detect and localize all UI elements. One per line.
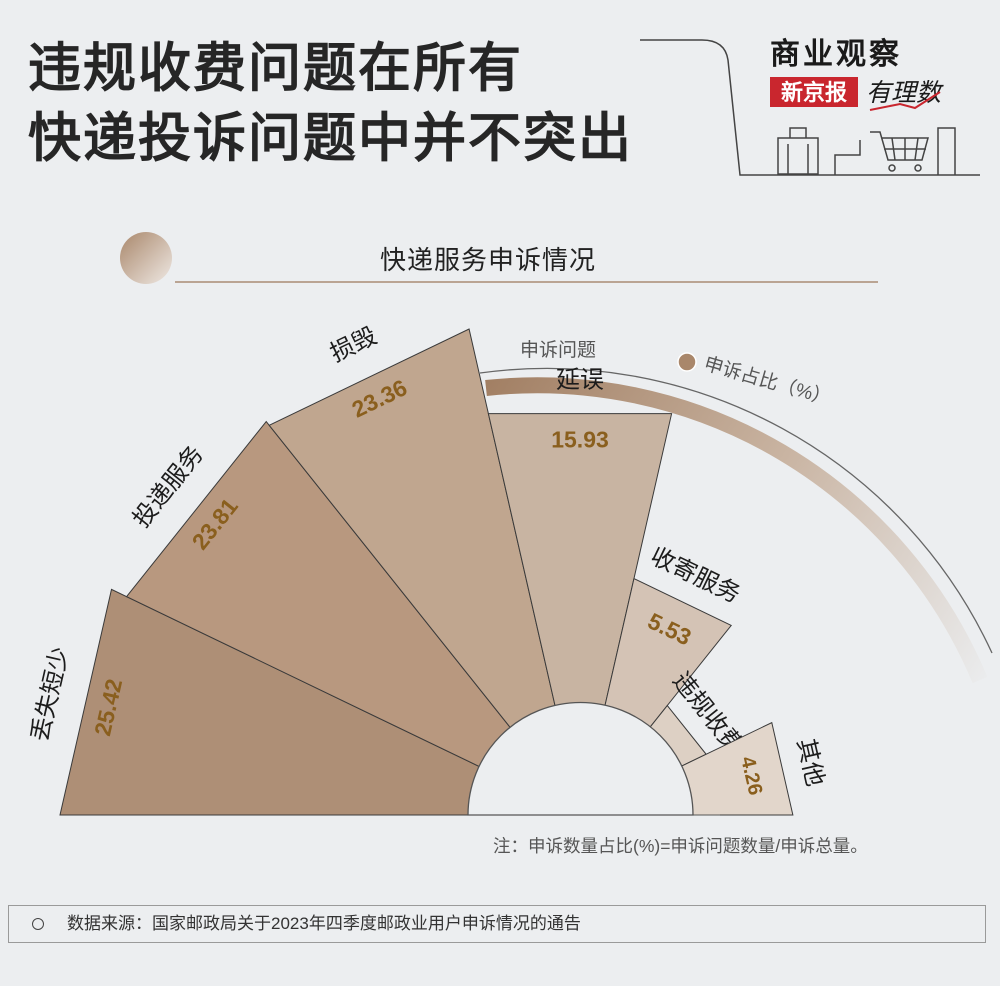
source-bullet-icon — [32, 918, 44, 930]
category-arc-line — [479, 367, 993, 654]
headline: 违规收费问题在所有 快递投诉问题中并不突出 — [28, 34, 633, 174]
chart-note: 注：申诉数量占比(%)=申诉问题数量/申诉总量。 — [493, 836, 868, 856]
category-label-3: 损毁 — [326, 322, 381, 367]
brand-script: 有理数 — [866, 78, 944, 107]
headline-line-1: 违规收费问题在所有 — [28, 38, 523, 99]
trend-arrow-icon — [869, 91, 941, 111]
value-label-4: 15.93 — [551, 426, 609, 452]
headline-line-2: 快递投诉问题中并不突出 — [28, 108, 633, 169]
category-label-1: 丢失短少 — [27, 644, 75, 744]
header-frame-line — [640, 39, 980, 176]
right-frame-line — [937, 127, 956, 175]
polar-bar-chart: 申诉问题 申诉占比（%） 25.42丢失短少23.81投递服务23.36损毁15… — [27, 322, 993, 816]
value-axis-label: 申诉占比（%） — [702, 353, 834, 410]
steps-line — [834, 140, 861, 175]
source-box: 数据来源：国家邮政局关于2023年四季度邮政业用户申诉情况的通告 — [8, 905, 986, 943]
subtitle-dot — [120, 232, 172, 284]
category-label-7: 其他 — [792, 736, 829, 789]
brand-badge-bg — [770, 77, 858, 107]
category-axis-label: 申诉问题 — [520, 339, 596, 361]
cart-icon — [870, 131, 929, 172]
brand-badge: 新京报 — [781, 80, 847, 106]
brand-title: 商业观察 — [770, 37, 902, 72]
subtitle-decoration — [120, 232, 878, 284]
inner-hole — [467, 701, 694, 816]
chart-title: 快递服务申诉情况 — [380, 246, 597, 276]
category-label-4: 延误 — [556, 367, 604, 394]
value-axis-marker — [677, 352, 697, 372]
value-arc-gradient — [485, 377, 988, 684]
brand-logo: 商业观察 新京报 有理数 — [640, 37, 980, 176]
source-text: 数据来源：国家邮政局关于2023年四季度邮政业用户申诉情况的通告 — [67, 914, 581, 933]
bag-icon — [777, 127, 819, 175]
